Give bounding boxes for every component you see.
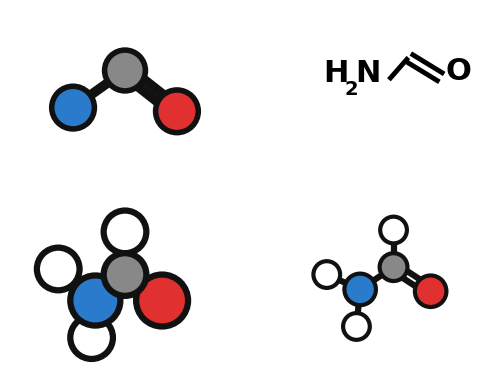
Circle shape: [415, 275, 446, 307]
Circle shape: [344, 274, 376, 305]
Circle shape: [136, 275, 188, 326]
Circle shape: [156, 90, 198, 133]
Text: H: H: [323, 59, 348, 88]
Circle shape: [37, 248, 80, 290]
Circle shape: [314, 261, 340, 288]
Circle shape: [380, 253, 407, 281]
Circle shape: [70, 316, 113, 359]
Circle shape: [70, 275, 120, 326]
Circle shape: [52, 86, 94, 129]
Text: N: N: [356, 59, 381, 88]
Circle shape: [104, 50, 146, 91]
Circle shape: [343, 313, 370, 340]
Circle shape: [104, 253, 146, 296]
Text: 2: 2: [344, 80, 358, 99]
Circle shape: [104, 210, 146, 253]
Text: O: O: [446, 57, 471, 86]
Circle shape: [380, 217, 407, 243]
